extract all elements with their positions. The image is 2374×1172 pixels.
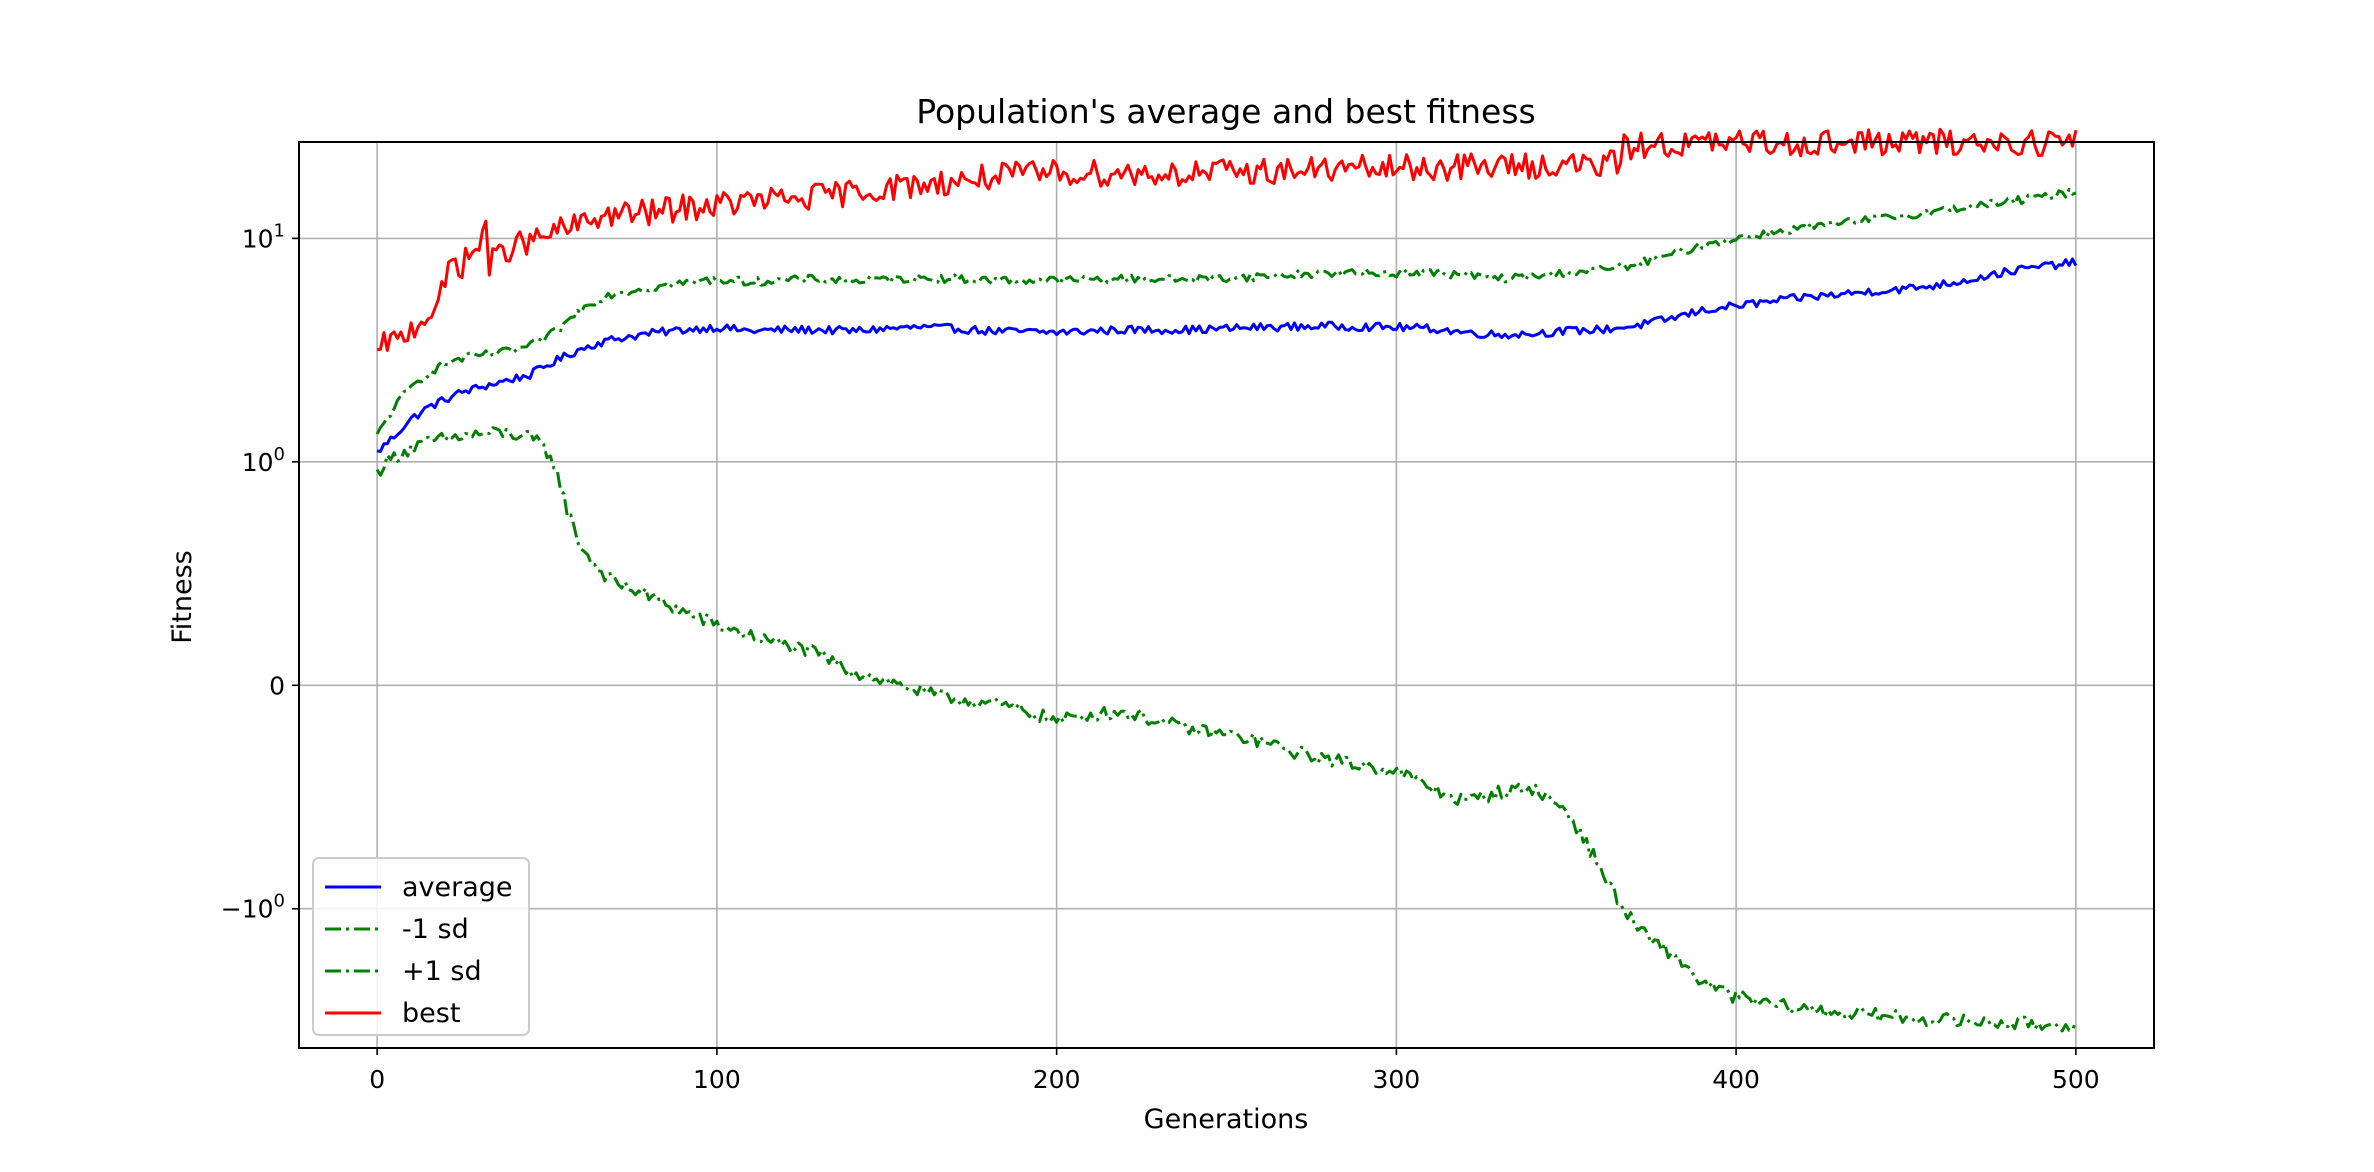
legend-label: average bbox=[402, 872, 513, 903]
x-axis-label: Generations bbox=[1144, 1104, 1309, 1135]
legend-label: -1 sd bbox=[402, 914, 469, 945]
x-tick-label: 100 bbox=[693, 1065, 741, 1094]
y-tick-label: 101 bbox=[242, 220, 285, 253]
chart-title: Population's average and best fitness bbox=[916, 92, 1536, 131]
y-tick-label: 100 bbox=[242, 444, 285, 477]
series-line-average bbox=[376, 257, 2078, 453]
x-tick-label: 400 bbox=[1712, 1065, 1760, 1094]
legend-label: +1 sd bbox=[402, 956, 482, 987]
grid-lines bbox=[299, 142, 2154, 1048]
x-axis-ticks: 0 100 200 300 400 500 bbox=[369, 1048, 2100, 1094]
x-tick-label: 0 bbox=[369, 1065, 385, 1094]
y-axis-ticks: 101 100 0 −100 bbox=[221, 220, 299, 924]
series-line-1-sd bbox=[375, 426, 2078, 1033]
series-lines bbox=[375, 127, 2078, 1033]
y-tick-label: −100 bbox=[221, 891, 285, 924]
y-tick-label: 0 bbox=[269, 671, 285, 700]
series-line-best bbox=[376, 127, 2078, 352]
legend: average -1 sd +1 sd best bbox=[312, 857, 530, 1036]
x-tick-label: 300 bbox=[1373, 1065, 1421, 1094]
series-line-1-sd bbox=[375, 187, 2077, 435]
x-tick-label: 200 bbox=[1033, 1065, 1081, 1094]
x-tick-label: 500 bbox=[2052, 1065, 2100, 1094]
plot-frame bbox=[298, 141, 2155, 1049]
legend-label: best bbox=[402, 998, 460, 1029]
legend-entries: average -1 sd +1 sd best bbox=[325, 872, 513, 1029]
legend-box bbox=[312, 857, 530, 1036]
y-axis-label: Fitness bbox=[167, 550, 198, 644]
